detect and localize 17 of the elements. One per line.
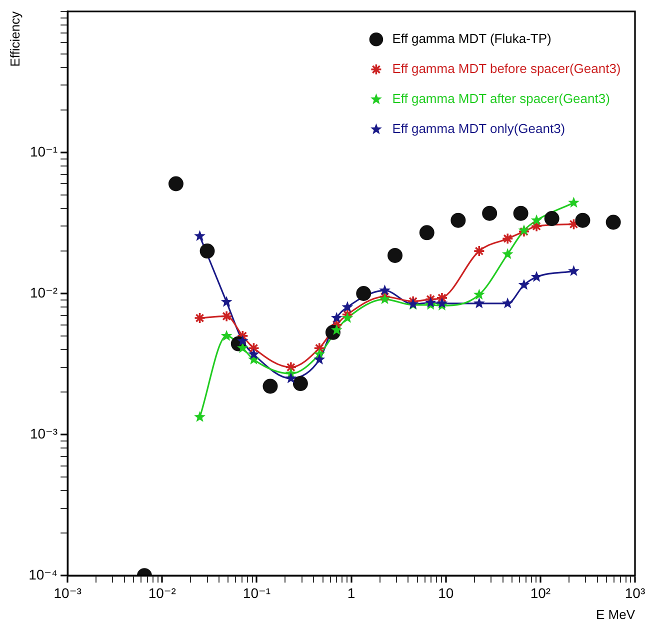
x-tick-label: 10 — [438, 584, 454, 601]
x-axis-title: E MeV — [596, 606, 636, 622]
y-tick-label: 10⁻⁴ — [28, 566, 58, 582]
x-tick-label: 10⁻¹ — [242, 584, 271, 601]
x-tick-label: 1 — [347, 584, 356, 601]
y-axis-title: Efficiency — [7, 10, 22, 67]
legend-label: Eff gamma MDT after spacer(Geant3) — [392, 90, 610, 106]
y-tick-label: 10⁻³ — [30, 425, 58, 442]
x-tick-label: 10⁻² — [148, 584, 176, 601]
x-tick-label: 10² — [530, 584, 551, 601]
x-tick-label: 10³ — [624, 584, 646, 601]
y-tick-label: 10⁻¹ — [30, 143, 58, 160]
legend-label: Eff gamma MDT before spacer(Geant3) — [392, 60, 621, 76]
x-tick-label: 10⁻³ — [54, 584, 82, 601]
y-tick-label: 10⁻² — [30, 284, 58, 300]
legend-label: Eff gamma MDT (Fluka-TP) — [392, 30, 552, 46]
legend-label: Eff gamma MDT only(Geant3) — [392, 120, 566, 136]
